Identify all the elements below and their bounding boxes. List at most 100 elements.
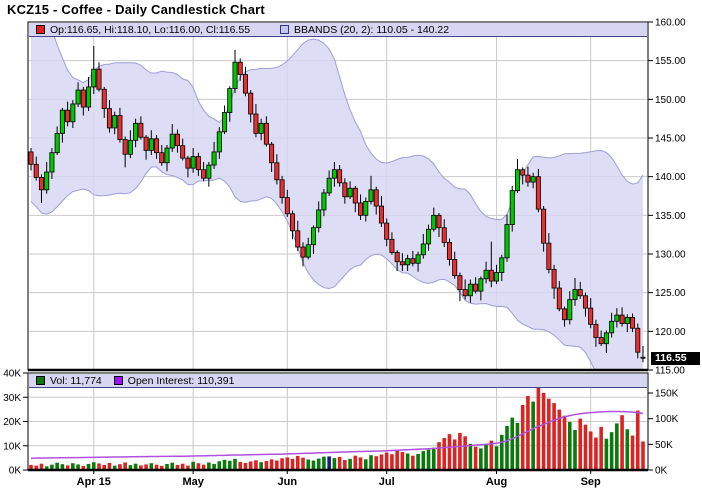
volume-bar: [301, 457, 305, 469]
volume-bar: [463, 436, 467, 469]
candle-body: [363, 201, 369, 216]
volume-bar: [107, 462, 112, 469]
volume-axis-label: 10K: [3, 441, 21, 452]
volume-bar: [384, 452, 389, 469]
candle-body: [426, 228, 432, 245]
volume-bar: [44, 466, 49, 469]
volume-bar: [154, 464, 159, 469]
bollinger-band-lower: [30, 166, 595, 369]
volume-bar: [416, 453, 420, 469]
volume-bar: [233, 458, 237, 469]
x-axis-label: Apr 15: [77, 476, 111, 488]
candle-body: [101, 88, 107, 110]
candle-body: [180, 145, 186, 159]
volume-bar: [264, 461, 269, 469]
candle-body: [441, 227, 447, 243]
volume-bar: [363, 459, 368, 469]
volume-bar: [128, 465, 133, 469]
price-axis-label: 140.00: [655, 172, 686, 183]
candle-body: [347, 187, 353, 198]
candle-body: [420, 243, 426, 256]
volume-bar: [337, 456, 342, 469]
volume-bar: [510, 417, 515, 469]
candle-body: [342, 182, 348, 198]
price-axis-label: 160.00: [655, 18, 686, 29]
open-interest-line: [30, 410, 644, 459]
candle-body: [106, 108, 112, 129]
candle-body: [582, 295, 588, 309]
candle-body: [143, 136, 149, 151]
bollinger-band-upper: [53, 36, 644, 221]
volume-bar: [526, 396, 530, 469]
open-interest-legend-label: Open Interest: 110,391: [127, 374, 235, 387]
volume-bar: [285, 457, 290, 469]
volume-bar: [191, 461, 195, 469]
price-axis-label: 135.00: [655, 211, 686, 222]
volume-bar: [390, 454, 394, 469]
candle-body: [378, 205, 384, 224]
x-axis-label: Jun: [278, 476, 298, 488]
main-legend: Op:116.65, Hi:118.10, Lo:116.00, Cl:116.…: [29, 23, 647, 37]
bollinger-band-fill: [31, 36, 643, 369]
candle-body: [44, 171, 50, 191]
volume-bar: [238, 461, 243, 469]
volume-bar: [275, 460, 279, 469]
volume-bar: [29, 464, 33, 469]
volume-bar: [170, 462, 175, 469]
candle-body: [138, 122, 144, 138]
volume-bar: [322, 456, 326, 469]
volume-bar: [269, 459, 274, 469]
candle-body: [75, 89, 81, 105]
volume-bar: [473, 446, 478, 469]
volume-bar: [86, 463, 91, 469]
candle-body: [556, 287, 562, 310]
volume-bar: [76, 464, 80, 469]
candle-body: [232, 61, 238, 89]
candle-body: [588, 307, 594, 325]
last-price-tag: 116.55: [651, 351, 700, 365]
candle-body: [216, 131, 222, 153]
volume-bar: [165, 463, 169, 469]
volume-bar: [541, 392, 546, 469]
candle-body: [331, 169, 337, 179]
volume-bar: [431, 447, 436, 469]
candle-body: [284, 197, 290, 215]
volume-bar: [400, 452, 405, 469]
candle-body: [274, 162, 280, 181]
candle-body: [389, 238, 395, 253]
candle-body: [368, 189, 374, 202]
price-axis-label: 120.00: [655, 327, 686, 338]
volume-bar: [442, 437, 447, 469]
volume-bar: [604, 438, 609, 469]
volume-axis-label: 20K: [3, 417, 21, 428]
volume-bar: [484, 444, 488, 469]
price-axis-label: 125.00: [655, 288, 686, 299]
bbands-legend-label: BBANDS (20, 2): 110.05 - 140.22: [294, 23, 450, 36]
volume-bar: [280, 458, 284, 469]
oi-axis-label: 50K: [655, 440, 673, 451]
volume-bar: [149, 463, 154, 469]
candle-body: [473, 283, 479, 292]
candle-body: [148, 138, 154, 151]
volume-bar: [395, 450, 399, 469]
x-axis-label: Aug: [486, 476, 507, 488]
ohlc-legend-label: Op:116.65, Hi:118.10, Lo:116.00, Cl:116.…: [50, 23, 251, 36]
candle-body: [91, 68, 97, 88]
volume-axis-label: 0K: [9, 466, 22, 477]
volume-bar: [505, 425, 509, 469]
volume-bar: [34, 465, 39, 469]
volume-bar: [379, 454, 384, 469]
candle-body: [295, 230, 301, 248]
volume-legend-label: Vol: 11,774: [50, 374, 102, 387]
volume-bar: [635, 410, 640, 469]
candle-body: [310, 227, 316, 246]
candle-body: [59, 109, 65, 134]
candle-body: [65, 109, 71, 123]
candle-body: [117, 115, 123, 140]
volume-bar: [499, 434, 504, 469]
candle-body: [33, 163, 39, 178]
candle-body: [352, 187, 358, 204]
candle-body: [598, 337, 604, 345]
candle-body: [269, 143, 275, 164]
